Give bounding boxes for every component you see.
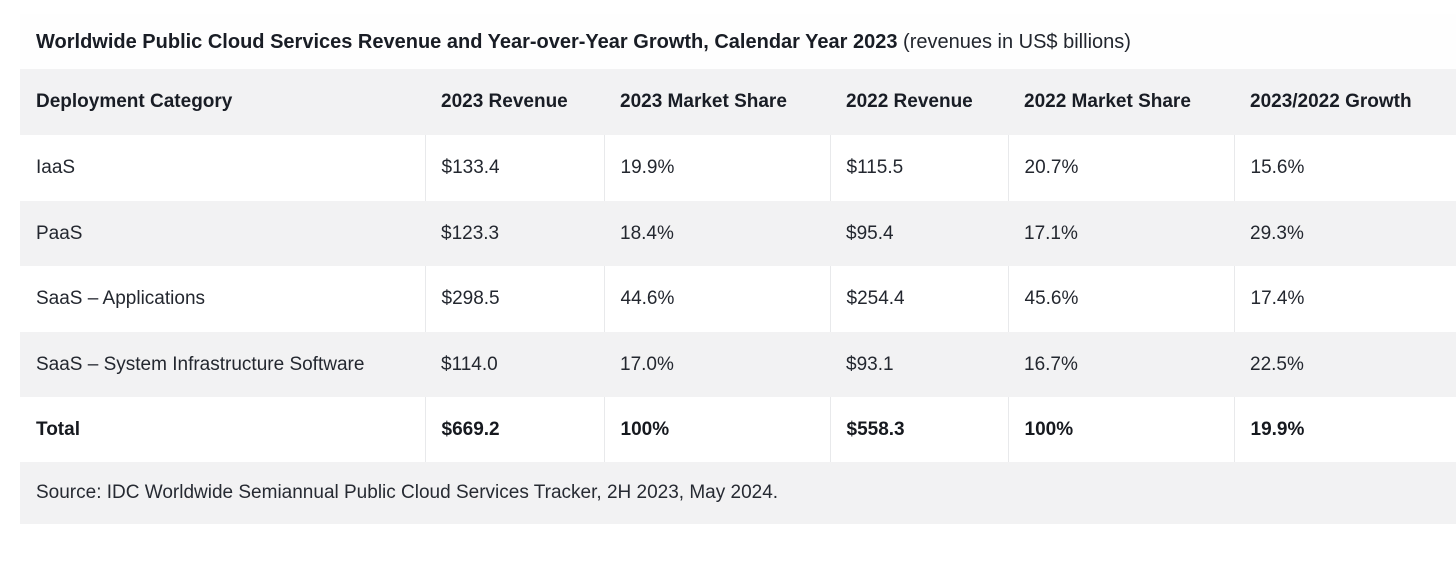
table-row-total: Total $669.2 100% $558.3 100% 19.9% xyxy=(20,396,1456,463)
cell-2023-market-share: 17.0% xyxy=(620,353,674,375)
column-header-2023-market-share: 2023 Market Share xyxy=(604,69,830,136)
cell-2022-market-share: 17.1% xyxy=(1024,222,1078,244)
table-title-main: Worldwide Public Cloud Services Revenue … xyxy=(36,31,898,53)
table-title-row: Worldwide Public Cloud Services Revenue … xyxy=(20,14,1456,69)
table-row-paas: PaaS $123.3 18.4% $95.4 17.1% 29.3% xyxy=(20,200,1456,267)
table-title-note: (revenues in US$ billions) xyxy=(903,31,1131,53)
cell-2022-revenue: $558.3 xyxy=(830,396,1009,463)
cell-2023-market-share: 44.6% xyxy=(604,266,831,332)
cell-2022-revenue: $95.4 xyxy=(846,222,894,244)
cell-category: Total xyxy=(20,396,426,463)
table-row-saas-applications: SaaS – Applications $298.5 44.6% $254.4 … xyxy=(20,266,1456,332)
column-header-2023-2022-growth: 2023/2022 Growth xyxy=(1234,69,1456,136)
column-header-2022-revenue: 2022 Revenue xyxy=(830,69,1008,136)
column-header-2022-market-share: 2022 Market Share xyxy=(1008,69,1234,136)
cell-category: PaaS xyxy=(36,222,83,244)
cell-2022-revenue: $115.5 xyxy=(830,135,1009,201)
column-header-deployment-category: Deployment Category xyxy=(20,69,425,136)
cell-growth: 15.6% xyxy=(1250,157,1305,179)
cell-2023-revenue: $114.0 xyxy=(441,353,498,375)
cell-2022-market-share: 100% xyxy=(1008,396,1235,463)
cloud-revenue-table: Worldwide Public Cloud Services Revenue … xyxy=(20,14,1456,524)
cell-2022-revenue: $93.1 xyxy=(846,353,894,375)
cell-2022-market-share: 16.7% xyxy=(1024,353,1078,375)
cell-growth: 29.3% xyxy=(1250,222,1304,244)
cell-category: SaaS – Applications xyxy=(20,266,426,332)
table-header-row: Deployment Category 2023 Revenue 2023 Ma… xyxy=(20,69,1456,136)
cell-category: IaaS xyxy=(20,135,426,201)
cloud-revenue-table-container: Worldwide Public Cloud Services Revenue … xyxy=(20,14,1456,524)
cell-2022-market-share: 45.6% xyxy=(1008,266,1235,332)
cell-2023-revenue: $669.2 xyxy=(425,396,605,463)
table-source-row: Source: IDC Worldwide Semiannual Public … xyxy=(20,462,1456,524)
cell-2022-market-share: 20.7% xyxy=(1008,135,1235,201)
cell-growth: 17.4% xyxy=(1250,288,1305,310)
table-row-saas-system-infrastructure: SaaS – System Infrastructure Software $1… xyxy=(20,331,1456,397)
table-row-iaas: IaaS $133.4 19.9% $115.5 20.7% 15.6% xyxy=(20,135,1456,201)
cell-growth: 19.9% xyxy=(1250,418,1305,440)
cell-2023-revenue: $123.3 xyxy=(441,222,500,244)
cell-2023-revenue: $133.4 xyxy=(425,135,605,201)
cell-2023-market-share: 100% xyxy=(604,396,831,463)
cell-2023-market-share: 19.9% xyxy=(604,135,831,201)
table-title: Worldwide Public Cloud Services Revenue … xyxy=(20,14,1456,69)
table-source: Source: IDC Worldwide Semiannual Public … xyxy=(20,462,1456,524)
column-header-2023-revenue: 2023 Revenue xyxy=(425,69,604,136)
cell-2023-revenue: $298.5 xyxy=(425,266,605,332)
cell-growth: 22.5% xyxy=(1250,353,1304,375)
cell-category: SaaS – System Infrastructure Software xyxy=(36,353,365,375)
cell-2022-revenue: $254.4 xyxy=(830,266,1009,332)
cell-2023-market-share: 18.4% xyxy=(620,222,674,244)
